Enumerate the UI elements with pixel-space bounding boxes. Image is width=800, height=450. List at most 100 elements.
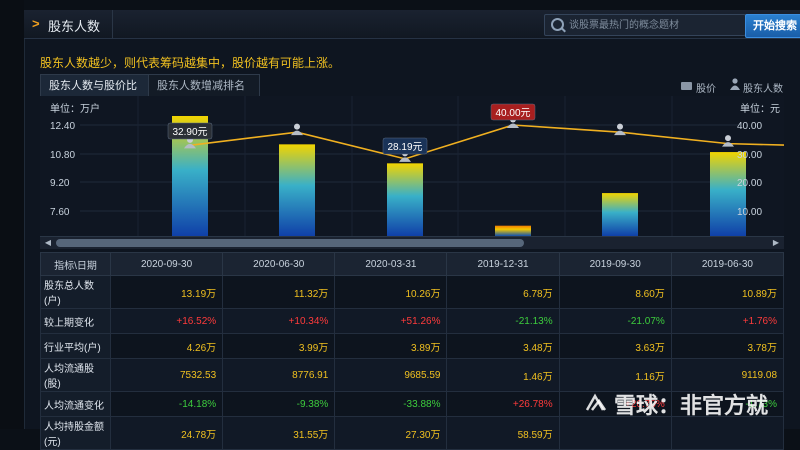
chart-area: 12.40 40.00 10.80 30.00 9.20 20.00 7.60 10.00 32…: [40, 96, 785, 248]
table-header-date: 2020-03-31: [334, 252, 448, 276]
watermark-text: 雪球：非官方就: [614, 393, 769, 418]
table-row: 较上期变化 +16.52% +10.34% +51.26% -21.13% -21.07%…: [40, 308, 785, 334]
search-box[interactable]: [544, 14, 746, 36]
legend-holders-label: 股东人数: [743, 84, 783, 95]
table-cell: +10.34%: [222, 308, 336, 334]
table-cell: 27.30万: [334, 416, 448, 450]
table-cell: -21.07%: [558, 308, 672, 334]
table-cell: 10.26万: [334, 275, 448, 309]
table-row: 人均流通变化 -14.18% -9.38% -33.88% +26.78% +26.70%…: [40, 391, 785, 417]
row-label: 股东总人数(户): [40, 275, 111, 309]
scrollbar-thumb[interactable]: [56, 239, 524, 247]
table-cell: 3.48万: [446, 333, 560, 359]
price-callout-box: [167, 122, 213, 140]
table-cell: 6.78万: [446, 275, 560, 309]
table-cell: [558, 416, 672, 450]
person-marker-icon: [614, 123, 626, 136]
right-axis-unit: 单位：元: [740, 104, 780, 115]
table-cell: 10.89万: [670, 275, 785, 309]
left-axis-unit: 单位：万户: [50, 104, 100, 115]
table-cell: 24.78万: [109, 416, 224, 450]
table-cell: [670, 416, 785, 450]
holders-price-chart: 12.40 40.00 10.80 30.00 9.20 20.00 7.60 10.00 32…: [50, 96, 785, 236]
left-tick-label: 10.80: [50, 150, 75, 161]
tab-holders-change-rank[interactable]: 股东人数增减排名: [148, 74, 260, 97]
holders-bar: [279, 144, 315, 236]
table-cell: 3.78万: [670, 333, 785, 359]
row-label: 人均持股金额(元): [40, 416, 111, 450]
price-callout-box: [490, 103, 536, 121]
table-cell: 9685.59: [334, 358, 448, 392]
table-cell: 11.32万: [222, 275, 336, 309]
table-cell: +51.26%: [334, 308, 448, 334]
xueqiu-logo-icon: [585, 393, 607, 411]
table-cell: -9.38%: [222, 391, 336, 417]
left-tick-label: 7.60: [50, 207, 70, 218]
table-cell: -33.88%: [334, 391, 448, 417]
table-row: 股东总人数(户) 13.19万 11.32万 10.26万 6.78万 8.60万 10.8…: [40, 275, 785, 309]
chart-scrollbar[interactable]: ◀ ▶: [40, 236, 784, 249]
table-cell: -21.13%: [446, 308, 560, 334]
row-label: 人均流通股(股): [40, 358, 111, 392]
table-header-date: 2019-09-30: [558, 252, 672, 276]
table-header-date: 2019-06-30: [670, 252, 785, 276]
table-cell: 3.99万: [222, 333, 336, 359]
table-cell: +16.52%: [109, 308, 224, 334]
price-legend-icon: [681, 82, 692, 90]
chevron-right-icon: >: [32, 16, 40, 31]
price-callout-box: [382, 137, 428, 155]
holders-bar: [495, 225, 531, 236]
table-cell: +1.76%: [670, 308, 785, 334]
table-cell: -14.18%: [109, 391, 224, 417]
person-legend-icon: [730, 78, 740, 90]
holders-table: 指标\日期 2020-09-30 2020-06-30 2020-03-31 2019-…: [40, 252, 785, 450]
panel-header: > 股东人数 开始搜索: [24, 10, 800, 39]
table-cell: +26.78%: [446, 391, 560, 417]
table-cell: 13.19万: [109, 275, 224, 309]
page-title: 股东人数: [48, 19, 101, 34]
table-cell: 9119.08: [670, 358, 785, 392]
row-label: 人均流通变化: [40, 391, 111, 417]
holders-bar: [602, 193, 638, 236]
person-marker-icon: [291, 123, 303, 136]
table-header-indicator: 指标\日期: [40, 252, 111, 276]
tab-holders-vs-price[interactable]: 股东人数与股价比较: [40, 74, 155, 114]
scroll-right-arrow-icon[interactable]: ▶: [772, 238, 780, 247]
table-cell: 3.89万: [334, 333, 448, 359]
table-row: 人均持股金额(元) 24.78万 31.55万 27.30万 58.59万: [40, 416, 785, 450]
left-tick-label: 9.20: [50, 178, 70, 189]
table-cell: 4.26万: [109, 333, 224, 359]
row-label: 较上期变化: [40, 308, 111, 334]
table-cell: 7532.53: [109, 358, 224, 392]
table-row: 行业平均(户) 4.26万 3.99万 3.89万 3.48万 3.63万 3.78万: [40, 333, 785, 359]
notice-text: 股东人数越少，则代表筹码越集中，股价越有可能上涨。: [40, 56, 341, 70]
table-cell: -1.73%: [670, 391, 785, 417]
table-cell: 58.59万: [446, 416, 560, 450]
search-input[interactable]: [567, 16, 741, 34]
price-callout-label: 28.19元: [387, 142, 422, 153]
table-cell: 8.60万: [558, 275, 672, 309]
scroll-left-arrow-icon[interactable]: ◀: [44, 238, 52, 247]
table-header-date: 2020-09-30: [109, 252, 224, 276]
legend-price-label: 股价: [696, 84, 716, 95]
row-label: 行业平均(户): [40, 333, 111, 359]
right-tick-label: 30.00: [737, 150, 762, 161]
table-cell: 8776.91: [222, 358, 336, 392]
table-cell: 3.63万: [558, 333, 672, 359]
search-icon: [551, 18, 564, 31]
search-button[interactable]: 开始搜索: [745, 14, 800, 38]
right-tick-label: 20.00: [737, 178, 762, 189]
holders-bar: [710, 152, 746, 236]
holders-bar: [387, 163, 423, 236]
right-tick-label: 40.00: [737, 121, 762, 132]
table-row: 人均流通股(股) 7532.53 8776.91 9685.59 1.46万 1.16万 9…: [40, 358, 785, 392]
table-cell: 31.55万: [222, 416, 336, 450]
table-header-date: 2019-12-31: [446, 252, 560, 276]
header-title-tab: [24, 10, 113, 38]
table-cell: +26.70%: [558, 391, 672, 417]
table-cell: 1.16万: [558, 358, 672, 392]
price-callout-label: 40.00元: [495, 108, 530, 119]
right-tick-label: 10.00: [737, 207, 762, 218]
price-callout-label: 32.90元: [172, 127, 207, 138]
left-tick-label: 12.40: [50, 121, 75, 132]
